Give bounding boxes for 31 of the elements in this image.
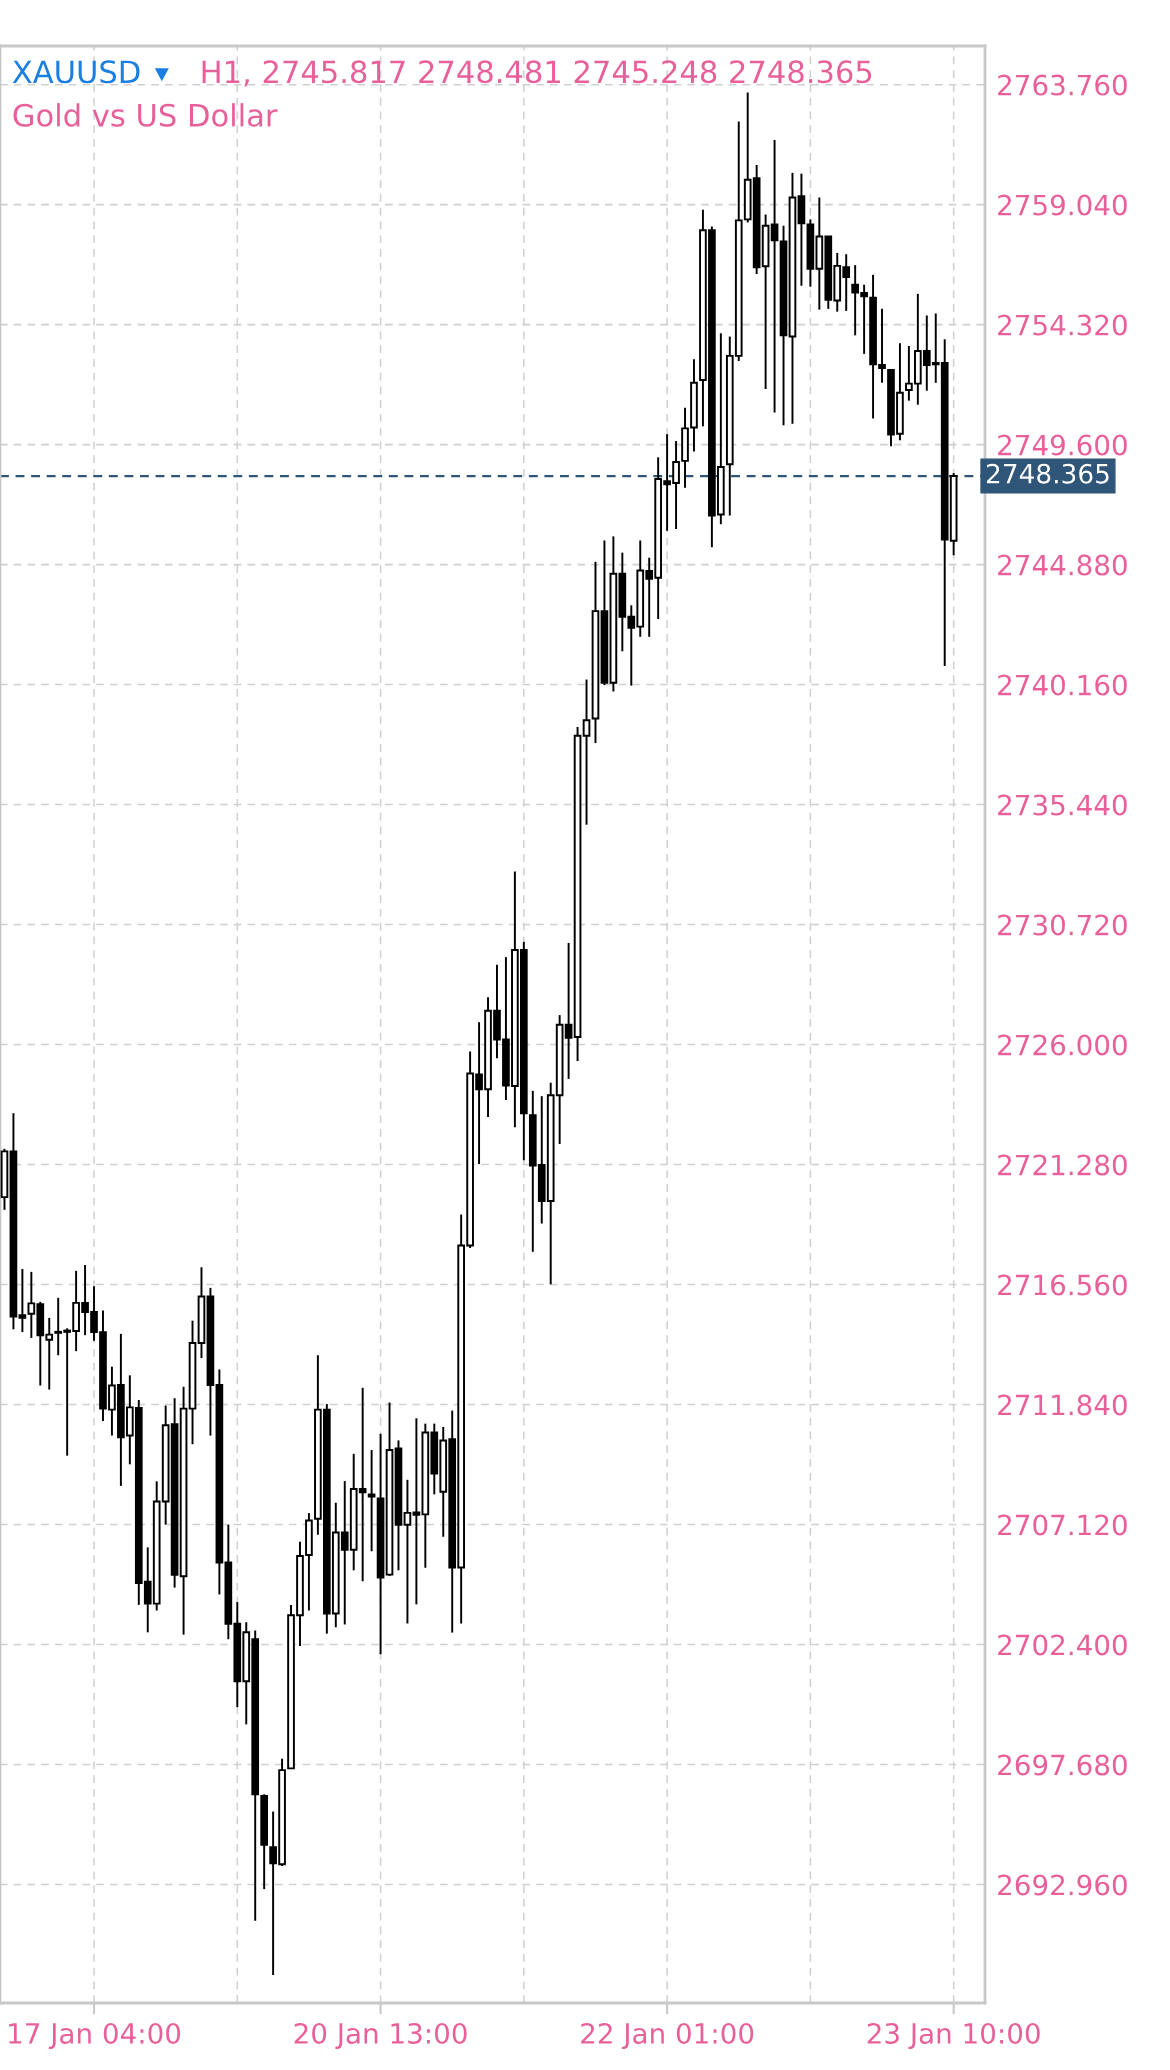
y-tick-label: 2716.560 bbox=[998, 1274, 1127, 1296]
y-tick-label: 2744.880 bbox=[998, 554, 1127, 576]
y-tick-label: 2697.680 bbox=[998, 1754, 1127, 1776]
y-tick-label: 2726.000 bbox=[998, 1034, 1127, 1056]
y-tick-label: 2721.280 bbox=[998, 1154, 1127, 1176]
x-tick-label: 22 Jan 01:00 bbox=[581, 2022, 754, 2050]
chart-title: XAUUSD bbox=[12, 60, 140, 84]
x-tick-label: 20 Jan 13:00 bbox=[294, 2022, 467, 2050]
y-tick-label: 2692.960 bbox=[998, 1874, 1127, 1896]
candlestick bbox=[770, 139, 779, 414]
y-tick-label: 2754.320 bbox=[998, 314, 1127, 336]
x-tick-label: 17 Jan 04:00 bbox=[9, 2022, 181, 2050]
y-tick-label: 2763.760 bbox=[998, 74, 1127, 96]
candlestick bbox=[403, 1478, 412, 1625]
y-tick-label: 2749.600 bbox=[998, 434, 1127, 456]
annotation: Gold vs US Dollar bbox=[13, 103, 278, 127]
y-tick-label: 2730.720 bbox=[998, 914, 1127, 936]
candlestick bbox=[412, 1417, 421, 1606]
ref-line-label: 2748.365 bbox=[986, 463, 1109, 484]
candlestick bbox=[582, 678, 591, 826]
chart-subtitle: H1, 2745.817 2748.481 2745.248 2748.365 bbox=[202, 60, 872, 87]
y-tick-label: 2707.120 bbox=[998, 1514, 1127, 1536]
y-tick-label: 2702.400 bbox=[998, 1634, 1127, 1656]
candlestick bbox=[367, 1449, 376, 1553]
candlestick bbox=[18, 1268, 27, 1334]
y-tick-label: 2711.840 bbox=[998, 1394, 1127, 1416]
x-tick-label: 23 Jan 10:00 bbox=[867, 2022, 1040, 2050]
y-tick-label: 2740.160 bbox=[998, 674, 1127, 696]
y-tick-label: 2759.040 bbox=[998, 194, 1127, 216]
y-tick-label: 2735.440 bbox=[998, 794, 1127, 816]
candlestick bbox=[564, 941, 573, 1080]
